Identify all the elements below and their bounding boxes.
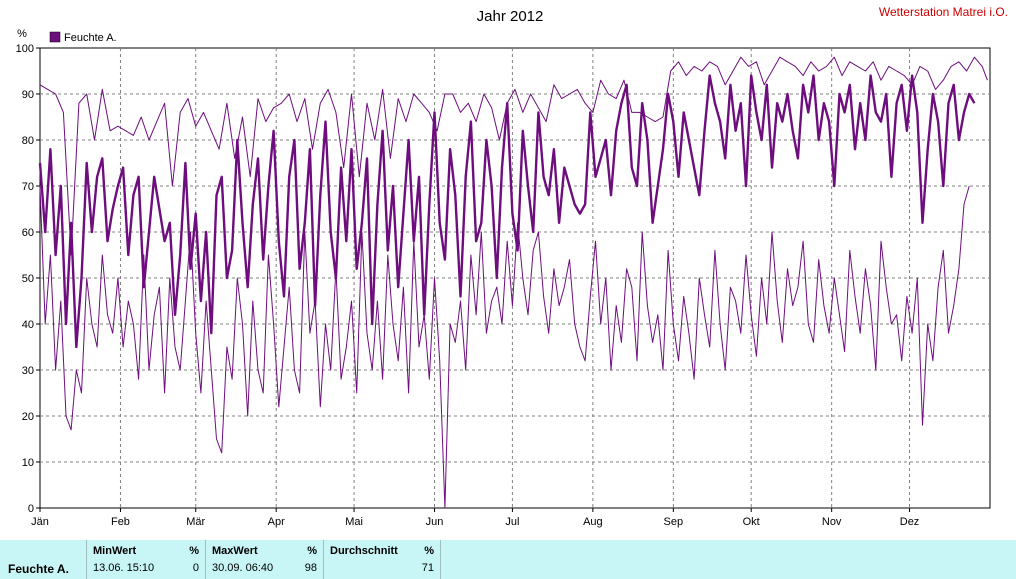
max-unit: % [307, 545, 317, 557]
stats-max-cell: MaxWert % 30.09. 06:40 98 [206, 540, 324, 579]
y-tick-label: 10 [22, 457, 34, 469]
legend-swatch [49, 31, 61, 43]
series-line-max [39, 56, 988, 256]
chart-title: Jahr 2012 [477, 8, 544, 25]
y-tick-labels: 0 10 20 30 40 50 60 70 80 90 100 [16, 43, 40, 515]
min-unit: % [189, 545, 199, 557]
x-tick-label: Mai [345, 516, 363, 528]
min-value: 0 [192, 562, 199, 574]
y-tick-label: 60 [22, 227, 34, 239]
x-tick-label: Sep [664, 516, 684, 528]
grid-lines [40, 48, 990, 508]
y-tick-label: 30 [22, 365, 34, 377]
x-tick-label: Jän [31, 516, 49, 528]
station-label: Wetterstation Matrei i.O. [879, 5, 1008, 19]
series-line-min [39, 185, 970, 509]
x-tick-label: Mär [186, 516, 205, 528]
x-tick-label: Dez [900, 516, 920, 528]
x-tick-label: Jun [426, 516, 444, 528]
x-tick-label: Apr [268, 516, 285, 528]
series-lines [38, 56, 988, 509]
y-tick-label: 0 [28, 503, 34, 515]
x-tick-label: Aug [583, 516, 603, 528]
max-time: 30.09. 06:40 [212, 562, 274, 574]
stats-series-cell: Feuchte A. [0, 540, 87, 579]
min-header: MinWert [93, 545, 137, 557]
stats-min-cell: MinWert % 13.06. 15:10 0 [87, 540, 206, 579]
x-tick-label: Nov [822, 516, 842, 528]
min-time: 13.06. 15:10 [93, 562, 155, 574]
stats-panel: Feuchte A. MinWert % 13.06. 15:10 0 MaxW… [0, 540, 1016, 579]
avg-header: Durchschnitt [330, 545, 398, 557]
y-tick-label: 50 [22, 273, 34, 285]
y-tick-label: 20 [22, 411, 34, 423]
y-tick-label: 70 [22, 181, 34, 193]
max-value: 98 [304, 562, 317, 574]
stats-series-label: Feuchte A. [8, 562, 69, 576]
avg-unit: % [424, 545, 434, 557]
y-tick-label: 100 [16, 43, 34, 55]
stats-avg-cell: Durchschnitt % 71 [324, 540, 441, 579]
avg-value: 71 [421, 562, 434, 574]
max-header: MaxWert [212, 545, 258, 557]
x-tick-label: Jul [505, 516, 519, 528]
series-line-mean [38, 74, 976, 349]
y-tick-label: 80 [22, 135, 34, 147]
y-axis-unit: % [17, 28, 27, 40]
x-tick-label: Feb [111, 516, 130, 528]
legend-entry: Feuchte A. [64, 32, 117, 44]
humidity-chart: Jahr 2012 Wetterstation Matrei i.O. % Fe… [16, 5, 1008, 528]
y-tick-label: 40 [22, 319, 34, 331]
y-tick-label: 90 [22, 89, 34, 101]
x-tick-label: Okt [743, 516, 760, 528]
x-tick-labels: Jän Feb Mär Apr Mai Jun Jul Aug Sep Okt Nov Dez [31, 508, 919, 528]
